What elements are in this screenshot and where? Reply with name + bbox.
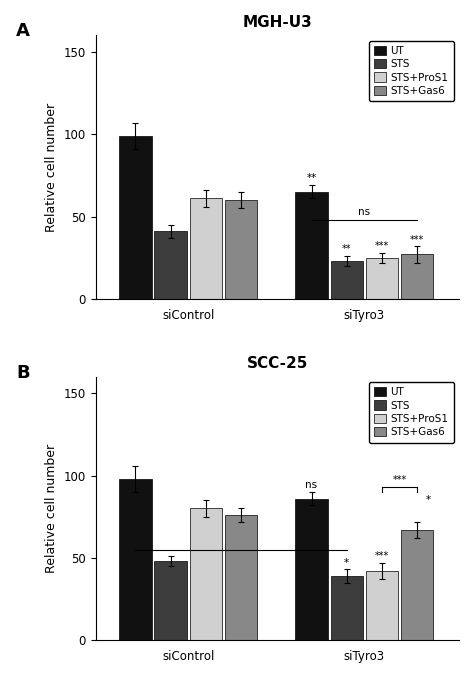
- Text: ***: ***: [392, 475, 407, 485]
- Text: ns: ns: [305, 479, 318, 490]
- Text: *: *: [344, 558, 349, 567]
- Y-axis label: Relative cell number: Relative cell number: [46, 444, 58, 573]
- Bar: [330, 576, 363, 640]
- Bar: [119, 479, 152, 640]
- Legend: UT, STS, STS+ProS1, STS+Gas6: UT, STS, STS+ProS1, STS+Gas6: [369, 41, 454, 101]
- Bar: [401, 254, 433, 299]
- Bar: [366, 258, 398, 299]
- Bar: [225, 515, 257, 640]
- Bar: [295, 192, 328, 299]
- Text: **: **: [342, 245, 352, 254]
- Text: ***: ***: [375, 551, 389, 561]
- Bar: [190, 508, 222, 640]
- Text: B: B: [16, 363, 29, 382]
- Text: **: **: [306, 173, 317, 183]
- Text: ns: ns: [358, 207, 370, 218]
- Text: A: A: [16, 22, 30, 40]
- Bar: [401, 530, 433, 640]
- Bar: [330, 261, 363, 299]
- Title: MGH-U3: MGH-U3: [243, 15, 312, 30]
- Bar: [190, 199, 222, 299]
- Legend: UT, STS, STS+ProS1, STS+Gas6: UT, STS, STS+ProS1, STS+Gas6: [369, 382, 454, 443]
- Bar: [366, 571, 398, 640]
- Text: *: *: [426, 496, 431, 505]
- Bar: [155, 231, 187, 299]
- Bar: [119, 136, 152, 299]
- Bar: [225, 200, 257, 299]
- Text: ***: ***: [410, 235, 424, 245]
- Bar: [155, 561, 187, 640]
- Y-axis label: Relative cell number: Relative cell number: [46, 102, 58, 232]
- Title: SCC-25: SCC-25: [247, 357, 308, 372]
- Text: ***: ***: [375, 241, 389, 251]
- Bar: [295, 498, 328, 640]
